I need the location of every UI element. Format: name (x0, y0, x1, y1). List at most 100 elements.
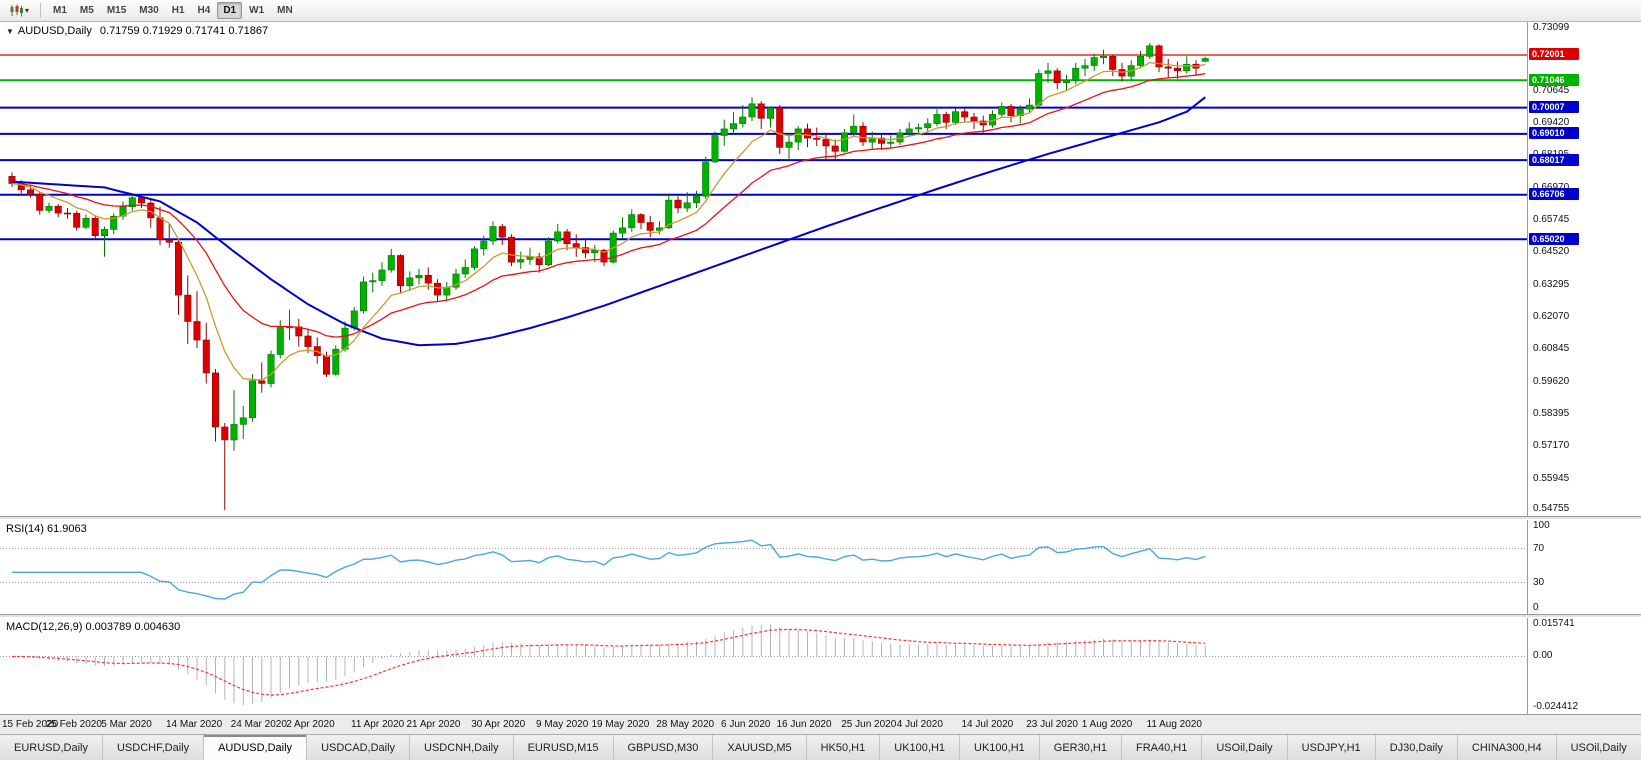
price-chart-pane[interactable]: ▼ AUDUSD,Daily 0.71759 0.71929 0.71741 0.7… (0, 22, 1641, 516)
time-axis-label: 2 Apr 2020 (286, 719, 335, 730)
chart-tab-dj30-daily[interactable]: DJ30,Daily (1375, 735, 1458, 760)
candle-body (276, 326, 284, 355)
candle-body (82, 218, 90, 228)
timeframe-button-m5[interactable]: M5 (79, 5, 94, 16)
candle-body (175, 242, 183, 296)
macd-label: MACD(12,26,9) 0.003789 0.004630 (6, 621, 181, 633)
candle-body (147, 202, 155, 219)
chart-tab-gbpusd-m30[interactable]: GBPUSD,M30 (613, 735, 714, 760)
candle-body (1035, 73, 1043, 106)
chart-tab-usdchf-daily[interactable]: USDCHF,Daily (102, 735, 205, 760)
candle-body (951, 111, 959, 123)
pane-splitter[interactable] (0, 614, 1641, 618)
macd-plot[interactable] (0, 618, 1527, 714)
candle-body (110, 215, 118, 230)
macd-pane[interactable]: MACD(12,26,9) 0.003789 0.004630 0.015741… (0, 618, 1641, 714)
chart-tab-eurusd-m15[interactable]: EURUSD,M15 (513, 735, 614, 760)
axis-label: 0.00 (1533, 650, 1553, 662)
chart-type-button[interactable]: ▾ (4, 2, 34, 19)
timeframe-button-h1[interactable]: H1 (171, 5, 185, 16)
rsi-axis[interactable]: 100 70 30 0 (1527, 520, 1641, 614)
time-axis-label: 15 Feb 2020 (2, 719, 59, 730)
rsi-pane[interactable]: RSI(14) 61.9063 100 70 30 0 (0, 520, 1641, 614)
price-axis[interactable]: 0.730990.547550.718700.706450.694200.681… (1527, 22, 1641, 516)
candle-body (628, 214, 636, 229)
chart-tab-usoil-daily[interactable]: USOil,Daily (1556, 735, 1641, 760)
time-axis-label: 14 Jul 2020 (961, 719, 1014, 730)
time-axis-label: 25 Feb 2020 (45, 719, 102, 730)
candle-body (933, 114, 941, 124)
timeframe-button-h4[interactable]: H4 (197, 5, 211, 16)
ma-fast-line (11, 62, 1206, 381)
symbol-label: AUDUSD,Daily (17, 25, 92, 37)
chart-tab-hk50-h1[interactable]: HK50,H1 (806, 735, 881, 760)
candlestick-plot[interactable] (0, 22, 1527, 516)
candle-body (572, 243, 580, 248)
timeframe-button-w1[interactable]: W1 (249, 5, 265, 16)
rsi-plot[interactable] (0, 520, 1527, 614)
candle-body (212, 372, 220, 428)
price-level-badge: 0.68017 (1529, 153, 1579, 166)
candle-body (850, 125, 858, 134)
candle-body (683, 202, 691, 209)
candle-body (813, 137, 821, 140)
candle-body (193, 321, 201, 341)
candle-body (378, 269, 386, 281)
time-axis[interactable]: 15 Feb 2020 25 Feb 2020 5 Mar 2020 14 Mar 2… (0, 714, 1641, 734)
timeframe-button-m30[interactable]: M30 (139, 5, 159, 16)
candle-body (961, 111, 969, 118)
chart-tab-uk100-h1[interactable]: UK100,H1 (880, 735, 961, 760)
timeframe-button-mn[interactable]: MN (277, 5, 293, 16)
chart-tab-usoil-daily[interactable]: USOil,Daily (1202, 735, 1288, 760)
candle-body (535, 256, 543, 266)
chart-tab-ger30-h1[interactable]: GER30,H1 (1039, 735, 1122, 760)
candle-body (1026, 104, 1034, 110)
chart-tab-xauusd-m5[interactable]: XAUUSD,M5 (713, 735, 807, 760)
rsi-line (12, 539, 1206, 600)
timeframe-button-m1[interactable]: M1 (53, 5, 67, 16)
chart-tab-usdjpy-h1[interactable]: USDJPY,H1 (1287, 735, 1376, 760)
candle-body (517, 259, 525, 263)
chart-tab-usdcnh-daily[interactable]: USDCNH,Daily (410, 735, 514, 760)
candle-body (702, 161, 710, 197)
timeframe-button-d1[interactable]: D1 (217, 2, 243, 19)
chart-menu-arrow-icon[interactable]: ▼ (6, 27, 14, 36)
macd-axis[interactable]: 0.015741 0.00 -0.024412 (1527, 618, 1641, 714)
axis-label: 0.60845 (1533, 343, 1570, 355)
candle-body (489, 226, 497, 242)
time-axis-label: 4 Jul 2020 (896, 719, 943, 730)
ma-slow-line (11, 72, 1206, 338)
candle-body (776, 107, 784, 148)
candle-body (507, 236, 515, 263)
candle-body (618, 227, 626, 234)
time-axis-label: 16 Jun 2020 (776, 719, 832, 730)
candle-body (452, 273, 460, 288)
timeframe-toolbar: M1 M5 M15 M30 H1 H4 D1 W1 MN (47, 2, 299, 19)
candle-body (1137, 55, 1145, 66)
pane-splitter[interactable] (0, 516, 1641, 520)
candle-body (406, 277, 414, 287)
chart-title: ▼ AUDUSD,Daily 0.71759 0.71929 0.71741 0.7… (6, 25, 268, 37)
candle-body (1072, 67, 1080, 81)
chart-tab-fra40-h1[interactable]: FRA40,H1 (1121, 735, 1203, 760)
time-axis-label: 5 Mar 2020 (101, 719, 152, 730)
candle-body (729, 123, 737, 130)
candle-body (461, 267, 469, 275)
axis-label: -0.024412 (1533, 701, 1579, 712)
chart-tab-uk100-h1[interactable]: UK100,H1 (960, 735, 1040, 760)
candle-body (1081, 65, 1089, 69)
chart-tab-eurusd-daily[interactable]: EURUSD,Daily (0, 735, 103, 760)
time-axis-label: 14 Mar 2020 (166, 719, 223, 730)
chart-tab-usdcad-daily[interactable]: USDCAD,Daily (307, 735, 411, 760)
candle-body (794, 128, 802, 143)
candle-body (54, 205, 62, 214)
axis-label: 0.70645 (1533, 84, 1570, 96)
candle-body (840, 132, 848, 152)
chart-tab-china300-h4[interactable]: CHINA300,H4 (1457, 735, 1557, 760)
timeframe-button-m15[interactable]: M15 (106, 5, 127, 16)
candle-body (202, 339, 210, 374)
candle-body (711, 135, 719, 163)
candle-body (498, 226, 506, 238)
chart-tab-audusd-daily[interactable]: AUDUSD,Daily (204, 735, 308, 760)
rsi-label: RSI(14) 61.9063 (6, 523, 87, 535)
